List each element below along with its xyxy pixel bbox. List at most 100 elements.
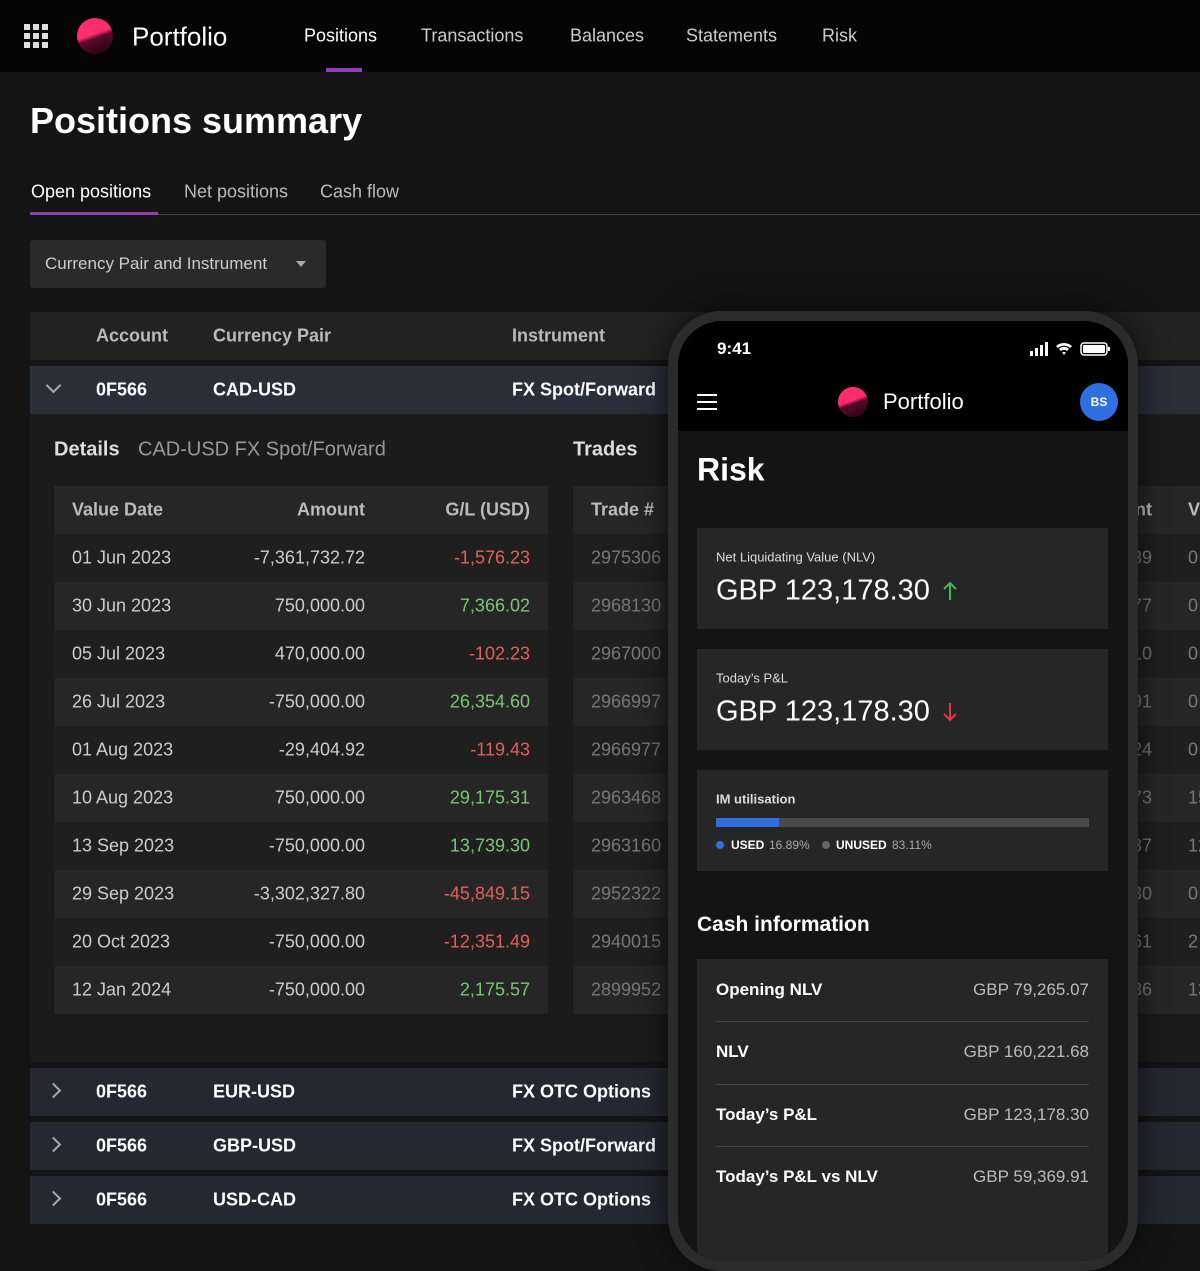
cell: 2967000 bbox=[591, 643, 662, 664]
nav-item[interactable]: Statements bbox=[686, 25, 778, 46]
im-label: IM utilisation bbox=[716, 791, 796, 807]
cash-value: GBP 59,369.91 bbox=[973, 1166, 1089, 1186]
cell: 2975306 bbox=[591, 547, 662, 568]
cell: -29,404.92 bbox=[278, 739, 365, 760]
cell: 0 bbox=[1188, 739, 1199, 760]
cell: FX Spot/Forward bbox=[512, 1135, 656, 1156]
metric-card bbox=[697, 528, 1108, 629]
cell: -750,000.00 bbox=[268, 979, 365, 1000]
details-row bbox=[54, 582, 548, 630]
phone: 9:41 Portfolio BS Risk Net Liquidating Value… bbox=[668, 311, 1138, 1271]
cell: 2966997 bbox=[591, 691, 662, 712]
page-title: Positions summary bbox=[30, 100, 363, 141]
cell: 750,000.00 bbox=[274, 787, 365, 808]
cell: 0 bbox=[1188, 595, 1199, 616]
details-row bbox=[54, 630, 548, 678]
divider bbox=[716, 1021, 1089, 1023]
tab[interactable]: Net positions bbox=[184, 181, 289, 202]
details-row bbox=[54, 726, 548, 774]
phone-header bbox=[678, 321, 1128, 431]
cell: 15 bbox=[1188, 787, 1200, 808]
cell: 750,000.00 bbox=[274, 595, 365, 616]
column-header: Value Date bbox=[72, 499, 164, 520]
details-row bbox=[54, 870, 548, 918]
cash-label: NLV bbox=[716, 1042, 749, 1062]
cell: -750,000.00 bbox=[268, 931, 365, 952]
brand: Portfolio bbox=[132, 21, 228, 52]
nav-item[interactable]: Risk bbox=[822, 25, 857, 46]
im-track bbox=[716, 818, 1089, 827]
filter-dropdown[interactable] bbox=[30, 240, 326, 288]
column-header: Instrument bbox=[512, 325, 606, 346]
cell: USD-CAD bbox=[213, 1189, 296, 1210]
cell: 0 bbox=[1188, 547, 1199, 568]
column-header: Account bbox=[96, 325, 168, 346]
trades-title: Trades bbox=[573, 438, 638, 461]
details-header bbox=[54, 486, 548, 534]
legend-value: 16.89% bbox=[769, 838, 810, 852]
apps-icon[interactable] bbox=[24, 24, 48, 48]
cell: -750,000.00 bbox=[268, 835, 365, 856]
avatar-initials: BS bbox=[1090, 395, 1108, 409]
legend-name: USED bbox=[731, 838, 765, 852]
cell: 2,175.57 bbox=[459, 979, 530, 1000]
cell: 0F566 bbox=[96, 379, 148, 400]
cash-value: GBP 160,221.68 bbox=[963, 1042, 1089, 1062]
status-icons bbox=[1030, 342, 1110, 356]
metric-card bbox=[697, 649, 1108, 750]
trend-arrow bbox=[943, 703, 957, 722]
avatar[interactable] bbox=[1080, 383, 1118, 421]
cell: -3,302,327.80 bbox=[253, 883, 365, 904]
phone-title: Risk bbox=[697, 451, 765, 488]
legend-value: 83.11% bbox=[892, 838, 932, 852]
details-row bbox=[54, 966, 548, 1014]
details-row bbox=[54, 534, 548, 582]
cell: 01 Jun 2023 bbox=[72, 547, 172, 568]
section-title: Cash information bbox=[697, 913, 870, 936]
legend-dot bbox=[822, 841, 830, 849]
cell: 2963468 bbox=[591, 787, 662, 808]
column-header: Currency Pair bbox=[213, 325, 332, 346]
trend-arrow bbox=[943, 581, 957, 600]
cell: 29,175.31 bbox=[449, 787, 530, 808]
cell: 12 Jan 2024 bbox=[72, 979, 172, 1000]
cell: 01 Aug 2023 bbox=[72, 739, 174, 760]
cell: 26,354.60 bbox=[449, 691, 530, 712]
nav-item[interactable]: Transactions bbox=[421, 25, 524, 46]
cell: 30 Jun 2023 bbox=[72, 595, 172, 616]
details-subtitle: CAD-USD FX Spot/Forward bbox=[138, 438, 386, 461]
cell: 2940015 bbox=[591, 931, 662, 952]
nav-item[interactable]: Positions bbox=[304, 25, 378, 46]
metric-value: GBP 123,178.30 bbox=[716, 695, 930, 728]
tabs-divider bbox=[30, 214, 1200, 215]
cell: 13 Sep 2023 bbox=[72, 835, 175, 856]
cell: 12 bbox=[1188, 835, 1200, 856]
cell: 29 Sep 2023 bbox=[72, 883, 175, 904]
column-header: Trade # bbox=[591, 499, 655, 520]
cell: 7,366.02 bbox=[459, 595, 530, 616]
cell: 0 bbox=[1188, 643, 1199, 664]
cell: 05 Jul 2023 bbox=[72, 643, 166, 664]
cell: -119.43 bbox=[470, 739, 530, 760]
cell: 2963160 bbox=[591, 835, 662, 856]
legend-name: UNUSED bbox=[836, 838, 887, 852]
logo bbox=[77, 18, 113, 54]
cell: 0F566 bbox=[96, 1189, 148, 1210]
cell: 2966977 bbox=[591, 739, 662, 760]
cash-value: GBP 123,178.30 bbox=[963, 1104, 1089, 1124]
cell: 20 Oct 2023 bbox=[72, 931, 171, 952]
nav-item[interactable]: Balances bbox=[570, 25, 645, 46]
cell: CAD-USD bbox=[213, 379, 296, 400]
cell: 2 bbox=[1188, 931, 1199, 952]
cell: -7,361,732.72 bbox=[253, 547, 365, 568]
column-header: nt bbox=[1135, 499, 1152, 520]
tab[interactable]: Open positions bbox=[31, 181, 152, 202]
cell: 10 Aug 2023 bbox=[72, 787, 174, 808]
cell: -750,000.00 bbox=[268, 691, 365, 712]
tab[interactable]: Cash flow bbox=[320, 181, 400, 202]
tab-underline bbox=[30, 212, 158, 215]
menu-icon[interactable] bbox=[697, 394, 717, 411]
dropdown-caret bbox=[296, 261, 306, 267]
column-header: Amount bbox=[297, 499, 365, 520]
cell: 0F566 bbox=[96, 1135, 148, 1156]
